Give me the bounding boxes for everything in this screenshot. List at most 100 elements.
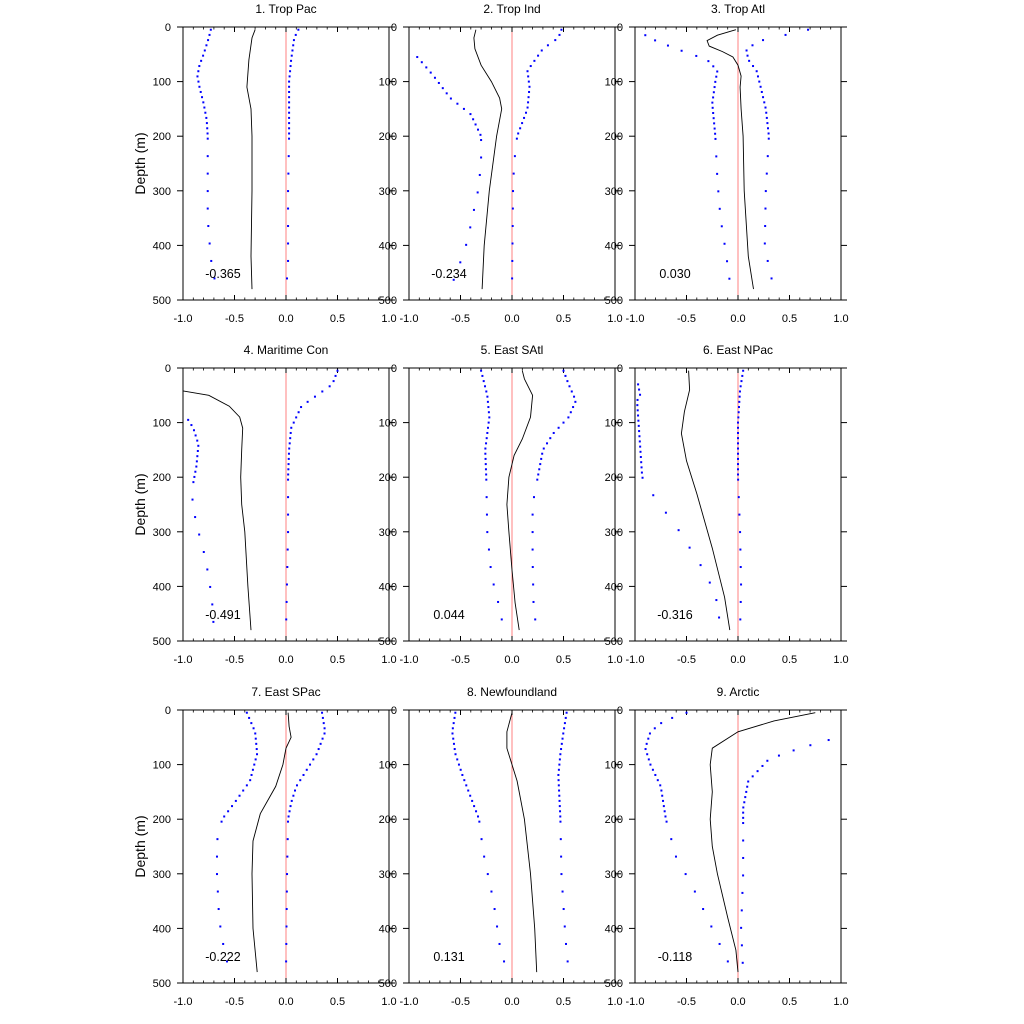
lower-bound-point — [473, 805, 476, 808]
lower-bound-point — [203, 106, 206, 109]
lower-bound-point — [454, 711, 457, 714]
lower-bound-point — [486, 395, 489, 398]
mean-profile-line — [251, 712, 292, 973]
panel-title: 2. Trop Ind — [483, 2, 540, 16]
lower-bound-point — [702, 908, 705, 911]
upper-bound-point — [286, 838, 289, 841]
upper-bound-point — [827, 739, 830, 742]
lower-bound-point — [712, 91, 715, 94]
lower-bound-point — [664, 815, 667, 818]
upper-bound-point — [737, 421, 739, 424]
lower-bound-point — [197, 80, 200, 83]
upper-bound-point — [300, 406, 303, 409]
lower-bound-point — [478, 173, 481, 176]
upper-bound-point — [287, 457, 290, 460]
upper-bound-point — [751, 775, 754, 778]
lower-bound-point — [665, 820, 668, 823]
lower-bound-point — [469, 794, 472, 797]
upper-bound-point — [288, 137, 291, 140]
upper-bound-point — [573, 395, 576, 398]
upper-bound-point — [305, 768, 308, 771]
upper-bound-point — [292, 44, 295, 47]
upper-bound-point — [746, 54, 749, 57]
upper-bound-dots — [285, 369, 339, 621]
lower-bound-point — [469, 113, 472, 116]
upper-bound-point — [747, 780, 750, 783]
y-tick-label: 0 — [165, 363, 171, 375]
lower-bound-point — [220, 820, 223, 823]
lower-bound-point — [503, 960, 506, 963]
upper-bound-point — [323, 727, 326, 730]
upper-bound-point — [288, 810, 291, 813]
lower-bound-point — [205, 44, 208, 47]
y-tick-label: 500 — [153, 978, 171, 990]
lower-bound-dots — [416, 56, 483, 281]
lower-bound-point — [429, 71, 432, 74]
y-tick-label: 500 — [605, 636, 623, 648]
lower-bound-point — [238, 794, 241, 797]
x-tick-label: -0.5 — [225, 654, 244, 666]
correlation-value: 0.131 — [433, 950, 464, 964]
x-tick-label: -0.5 — [451, 654, 470, 666]
upper-bound-point — [737, 457, 739, 460]
x-tick-label: 0.5 — [556, 313, 571, 325]
y-tick-label: 300 — [379, 869, 397, 881]
upper-bound-point — [511, 242, 514, 245]
upper-bound-point — [566, 380, 569, 383]
lower-bound-point — [195, 460, 198, 463]
lower-bound-point — [711, 101, 714, 104]
upper-bound-point — [570, 390, 573, 393]
upper-bound-point — [297, 28, 300, 31]
lower-bound-point — [452, 737, 455, 740]
x-tick-label: 0.5 — [556, 996, 571, 1008]
lower-bound-point — [454, 753, 457, 756]
lower-bound-point — [670, 838, 673, 841]
upper-bound-point — [287, 172, 290, 175]
upper-bound-point — [764, 207, 767, 210]
lower-bound-point — [472, 208, 475, 211]
upper-bound-point — [321, 711, 324, 714]
upper-bound-point — [287, 496, 290, 499]
upper-bound-point — [287, 225, 290, 228]
lower-bound-point — [222, 942, 225, 945]
y-tick-label: 300 — [605, 186, 623, 198]
lower-bound-point — [210, 259, 213, 262]
upper-bound-point — [526, 106, 529, 109]
upper-bound-point — [525, 111, 528, 114]
y-tick-label: 300 — [605, 869, 623, 881]
lower-bound-point — [459, 261, 462, 264]
upper-bound-dots — [557, 711, 569, 963]
lower-bound-point — [255, 742, 258, 745]
upper-bound-point — [290, 799, 293, 802]
lower-bound-point — [191, 498, 194, 501]
lower-bound-point — [196, 455, 199, 458]
mean-profile-line — [246, 29, 256, 290]
upper-bound-point — [534, 618, 537, 621]
upper-bound-point — [532, 600, 535, 603]
lower-bound-point — [193, 475, 196, 478]
upper-bound-point — [737, 406, 740, 409]
lower-bound-point — [453, 716, 456, 719]
panel-5: 5. East SAtl -1.0 -0.5 0.0 0.5 1.0 0 100 200 300 4… — [379, 343, 623, 666]
x-tick-label: 0.5 — [782, 654, 797, 666]
x-tick-label: -1.0 — [174, 654, 193, 666]
lower-bound-point — [492, 583, 495, 586]
lower-bound-point — [726, 960, 729, 963]
y-tick-label: 500 — [153, 636, 171, 648]
x-tick-label: 0.5 — [556, 654, 571, 666]
x-tick-label: -1.0 — [174, 996, 193, 1008]
y-tick-label: 400 — [153, 240, 171, 252]
mean-profile-line — [506, 712, 538, 973]
upper-bound-point — [321, 737, 324, 740]
lower-bound-point — [475, 810, 478, 813]
upper-bound-point — [537, 54, 540, 57]
upper-bound-point — [287, 242, 290, 245]
upper-bound-point — [554, 39, 557, 42]
upper-bound-point — [285, 925, 288, 928]
upper-bound-point — [767, 137, 770, 140]
panel-4: 4. Maritime Con -1.0 -0.5 0.0 0.5 1.0 0 100 200 3… — [132, 343, 397, 666]
upper-bound-point — [287, 820, 290, 823]
lower-bound-point — [461, 773, 464, 776]
lower-bound-point — [250, 773, 253, 776]
lower-bound-point — [497, 600, 500, 603]
